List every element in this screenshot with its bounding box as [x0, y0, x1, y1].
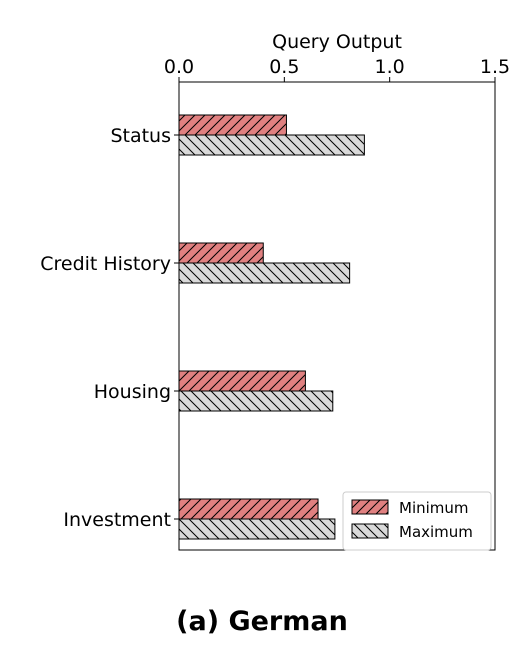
x-axis-ticks: 0.0 0.5 1.0 1.5	[164, 56, 510, 82]
plot-frame	[178, 81, 496, 551]
legend-label-maximum: Maximum	[399, 523, 473, 541]
x-axis-label: Query Output	[272, 31, 402, 53]
bar-minimum	[178, 498, 319, 520]
category-label: Investment	[63, 509, 171, 531]
bar-maximum	[178, 134, 365, 156]
category-label: Credit History	[40, 253, 171, 275]
category-label: Status	[110, 125, 171, 147]
bar-minimum	[178, 242, 264, 264]
x-tick-label: 1.0	[375, 56, 405, 78]
figure-caption: (a) German	[176, 606, 348, 637]
x-tick-label: 1.5	[480, 56, 510, 78]
x-tick-label: 0.0	[164, 56, 194, 78]
bars-group	[178, 114, 365, 540]
legend: Minimum Maximum	[342, 491, 492, 551]
legend-swatch-minimum	[351, 499, 389, 515]
bar-chart: Query Output 0.0 0.5 1.0 1.5 Status Credit H…	[40, 31, 510, 551]
bar-maximum	[178, 518, 336, 540]
bar-minimum	[178, 370, 306, 392]
legend-swatch-maximum	[351, 523, 389, 539]
bar-maximum	[178, 390, 334, 412]
bar-minimum	[178, 114, 287, 136]
legend-label-minimum: Minimum	[399, 499, 469, 517]
bar-maximum	[178, 262, 351, 284]
category-label: Housing	[94, 381, 171, 403]
category-labels: Status Credit History Housing Investment	[40, 125, 179, 531]
x-tick-label: 0.5	[269, 56, 299, 78]
